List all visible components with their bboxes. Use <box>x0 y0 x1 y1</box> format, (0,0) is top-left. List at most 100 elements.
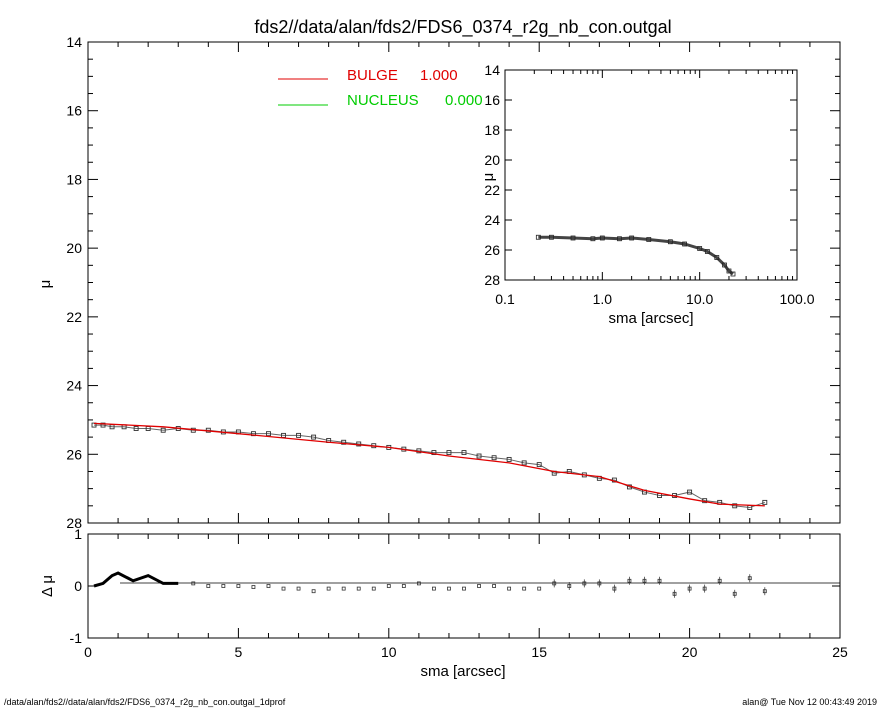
inset-data-point <box>646 237 652 242</box>
main-data-point <box>506 456 512 462</box>
residual-data-point <box>251 585 256 589</box>
inset-data-point <box>599 235 605 241</box>
legend-bulge-name: BULGE <box>347 67 398 84</box>
main-data-point <box>356 441 362 447</box>
main-data-point <box>521 460 527 466</box>
main-data-points <box>91 422 768 510</box>
inset-x-axis: 0.1 1.0 10.0 100.0 <box>495 70 815 307</box>
chart-title: fds2//data/alan/fds2/FDS6_0374_r2g_nb_co… <box>254 17 671 38</box>
main-data-point <box>431 450 437 456</box>
inset-y-tick-label: 26 <box>484 242 500 258</box>
residual-y-axis: -1 0 1 <box>70 526 840 646</box>
residual-y-tick-label: -1 <box>70 630 83 646</box>
main-data-trace <box>94 424 765 509</box>
main-data-point <box>296 432 302 438</box>
residual-data-point <box>552 581 557 586</box>
inset-y-tick-label: 20 <box>484 152 500 168</box>
inset-data-point <box>549 234 554 240</box>
residual-data-point <box>386 584 391 588</box>
main-data-point <box>133 426 139 431</box>
main-data-point <box>446 450 452 456</box>
residual-data-point <box>612 586 617 591</box>
inset-x-tick-label: 10.0 <box>686 291 713 307</box>
residual-data-point <box>627 578 632 583</box>
inset-data-points <box>535 234 736 277</box>
inset-data-point <box>722 262 727 268</box>
residual-data-point <box>416 581 421 586</box>
main-y-tick-label: 14 <box>66 34 82 50</box>
residual-data-point <box>747 576 752 581</box>
residual-inner-trace <box>93 571 179 588</box>
inset-data-point <box>667 239 673 245</box>
inset-plot-frame <box>504 69 798 281</box>
main-data-point <box>100 422 106 428</box>
inset-data-trace <box>538 235 734 276</box>
x-tick-label: 0 <box>84 644 92 660</box>
main-data-point <box>266 431 271 437</box>
x-tick-label: 20 <box>682 644 698 660</box>
residual-data-point <box>567 584 572 588</box>
footer-path: /data/alan/fds2//data/alan/fds2/FDS6_037… <box>4 697 286 707</box>
inset-data-point <box>730 271 736 277</box>
inset-y-axis: 14 16 18 20 22 24 26 28 <box>484 62 797 288</box>
main-data-point <box>732 503 738 509</box>
residual-data-point <box>236 584 241 588</box>
residual-data-points <box>93 571 767 598</box>
residual-data-point <box>371 586 376 591</box>
residual-data-point <box>537 586 542 591</box>
bulge-model-line <box>93 422 765 507</box>
inset-data-point <box>570 235 576 241</box>
bulge-model-curve <box>93 422 765 507</box>
residual-data-point <box>191 581 196 586</box>
main-y-tick-label: 24 <box>66 378 82 394</box>
main-y-axis-label: μ <box>37 280 54 289</box>
inset-x-tick-label: 1.0 <box>593 291 613 307</box>
residual-data-point <box>492 584 496 588</box>
residual-data-point <box>221 584 226 588</box>
inset-x-tick-label: 0.1 <box>495 291 515 307</box>
inset-y-tick-label: 14 <box>484 62 500 78</box>
inset-background <box>505 70 797 280</box>
inset-data-point <box>682 241 687 247</box>
legend-nucleus-name: NUCLEUS <box>347 92 419 109</box>
main-data-point <box>91 422 97 428</box>
residual-y-tick-label: 1 <box>74 526 82 542</box>
main-data-point <box>311 434 317 440</box>
x-axis-label: sma [arcsec] <box>420 663 505 680</box>
main-data-point <box>762 499 768 505</box>
main-data-point <box>341 439 347 445</box>
residual-data-point <box>687 586 692 591</box>
x-tick-label: 5 <box>235 644 243 660</box>
residual-data-point <box>432 586 436 591</box>
inset-y-tick-label: 22 <box>484 182 500 198</box>
inset-y-axis-label: μ <box>480 173 497 182</box>
main-x-axis <box>87 42 841 523</box>
main-y-tick-label: 22 <box>66 309 82 325</box>
legend: BULGE 1.000 NUCLEUS 0.000 <box>278 67 483 109</box>
residual-data-point <box>341 586 346 591</box>
inset-data-point <box>535 234 541 240</box>
residual-data-point <box>672 591 677 596</box>
main-y-tick-label: 16 <box>66 103 82 119</box>
inset-data-point <box>714 255 720 260</box>
residual-data-point <box>507 586 512 591</box>
residual-y-axis-label: Δ μ <box>39 575 56 597</box>
legend-nucleus-value: 0.000 <box>445 92 483 109</box>
residual-y-tick-label: 0 <box>74 578 82 594</box>
residual-data-point <box>311 589 316 594</box>
residual-plot-frame <box>87 533 841 639</box>
residual-data-point <box>447 586 451 591</box>
inset-data-point <box>590 236 596 242</box>
inset-data-point <box>726 268 732 274</box>
residual-data-point <box>356 586 361 591</box>
inset-panel: 14 16 18 20 22 24 26 28 0.1 1.0 10.0 100.0 μ sma [… <box>480 62 815 327</box>
residual-x-axis: 0 5 10 15 20 25 <box>84 534 848 660</box>
residual-data-point <box>296 586 301 591</box>
main-y-tick-label: 26 <box>66 446 82 462</box>
main-data-point <box>160 427 166 433</box>
inset-data-point <box>704 249 710 254</box>
main-data-point <box>491 455 497 461</box>
residual-panel: -101 0 5 10 15 20 25 Δ μ sma [arcsec] <box>39 526 848 680</box>
inset-data-point <box>617 236 622 242</box>
main-y-axis: 14 16 18 20 22 24 26 28 <box>66 34 840 531</box>
